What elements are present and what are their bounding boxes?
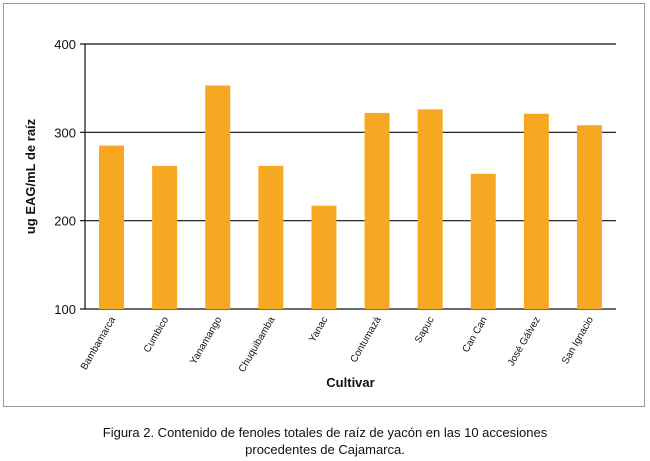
y-tick-label: 100 bbox=[54, 302, 76, 317]
x-tick-label: Can Can bbox=[461, 315, 490, 355]
bar-10 bbox=[576, 125, 602, 310]
bar-6 bbox=[364, 112, 390, 310]
y-tick-labels: 100 200 300 400 bbox=[54, 37, 76, 317]
x-tick-label: Sapuc bbox=[413, 315, 437, 345]
caption-line-1: Figura 2. Contenido de fenoles totales d… bbox=[102, 425, 548, 440]
x-tick-labels: Bambamarca Cumbico Yanamango Chuquibamba Yan… bbox=[79, 315, 596, 375]
bar-8 bbox=[470, 173, 496, 309]
x-tick-label: Contumazá bbox=[349, 315, 384, 365]
x-axis-label: Cultivar bbox=[326, 375, 374, 390]
x-tick-label: Chuquibamba bbox=[237, 315, 278, 375]
x-tick-label: Bambamarca bbox=[79, 315, 118, 372]
y-tick-label: 300 bbox=[54, 125, 76, 140]
bar-7 bbox=[417, 109, 443, 309]
bar-5 bbox=[311, 205, 337, 309]
caption-line-2: procedentes de Cajamarca. bbox=[245, 442, 405, 457]
y-tick-label: 400 bbox=[54, 37, 76, 52]
figure-caption: Figura 2. Contenido de fenoles totales d… bbox=[0, 424, 650, 458]
y-tick-label: 200 bbox=[54, 214, 76, 229]
x-tick-label: San Ignacio bbox=[560, 315, 596, 367]
bar-chart: 100 200 300 400 Bambamarca Cumbico Yanamango C… bbox=[23, 37, 616, 390]
bar-9 bbox=[523, 113, 549, 310]
bar-2 bbox=[152, 165, 178, 309]
bar-1 bbox=[99, 145, 125, 309]
x-tick-label: Cumbico bbox=[142, 315, 171, 355]
x-tick-label: José Gálvez bbox=[506, 315, 543, 368]
bar-3 bbox=[205, 85, 231, 310]
x-tick-label: Yanamango bbox=[188, 315, 224, 367]
x-tick-label: Yanac bbox=[307, 315, 330, 344]
y-axis-label: ug EAG/mL de raíz bbox=[23, 118, 38, 234]
bars bbox=[99, 85, 602, 310]
bar-4 bbox=[258, 165, 284, 309]
chart-frame bbox=[3, 3, 645, 407]
